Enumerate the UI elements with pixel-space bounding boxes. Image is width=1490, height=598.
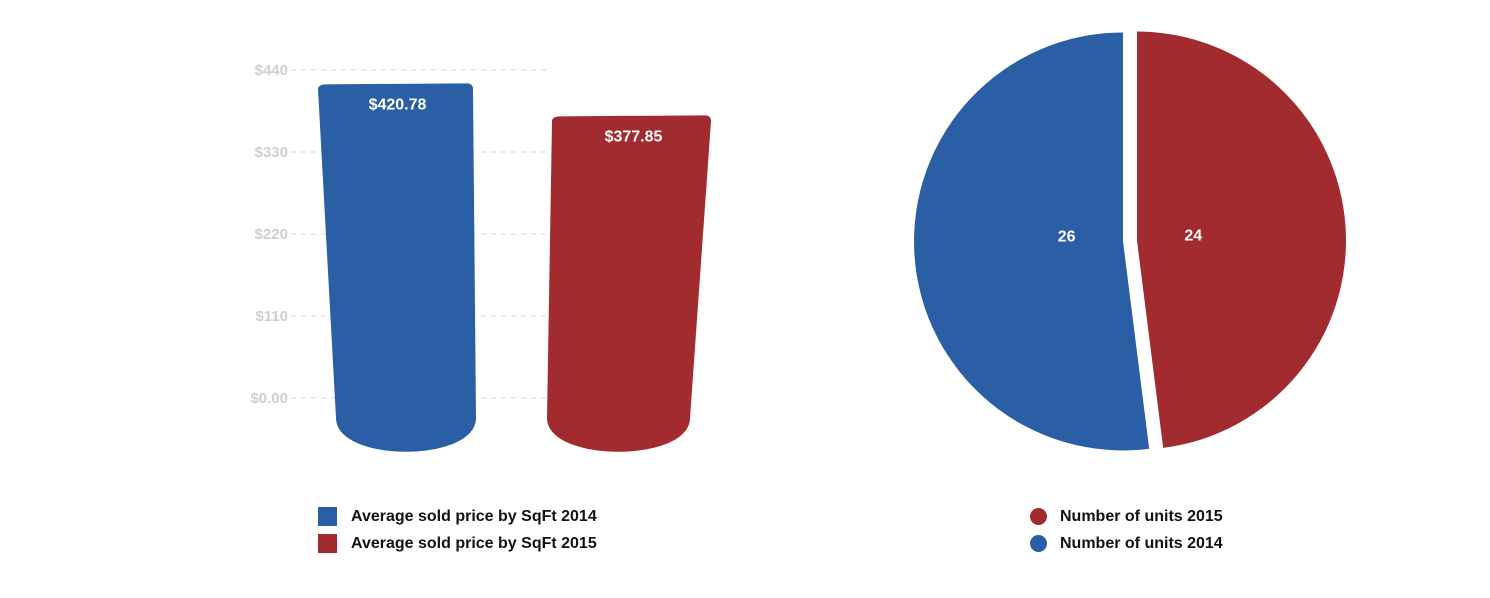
bar-y-axis: $0.00 $110 $220 $330 $440 (250, 62, 288, 407)
legend-swatch-blue (318, 507, 337, 526)
y-tick-label: $220 (255, 226, 288, 243)
bar-legend-item-2015: Average sold price by SqFt 2015 (318, 530, 597, 557)
bar-data-label: $377.85 (605, 128, 663, 145)
legend-label: Number of units 2014 (1060, 534, 1223, 552)
bar-legend-item-2014: Average sold price by SqFt 2014 (318, 503, 597, 530)
pie-slices: 24 26 (914, 31, 1346, 451)
y-tick-label: $330 (255, 144, 288, 161)
pie-legend-item-2015: Number of units 2015 (1030, 503, 1223, 530)
pie-chart: 24 26 (914, 31, 1346, 451)
bar-series: $420.78 $377.85 (318, 83, 711, 452)
y-tick-label: $440 (255, 62, 288, 79)
pie-legend: Number of units 2015 Number of units 201… (1030, 503, 1223, 557)
legend-swatch-red (318, 534, 337, 553)
bar-data-label: $420.78 (369, 96, 427, 113)
legend-label: Average sold price by SqFt 2015 (351, 534, 597, 552)
legend-label: Average sold price by SqFt 2014 (351, 507, 597, 525)
legend-swatch-blue (1030, 535, 1047, 552)
legend-swatch-red (1030, 508, 1047, 525)
y-tick-label: $110 (255, 308, 288, 325)
bar-2014 (318, 83, 476, 452)
pie-data-label: 24 (1184, 227, 1202, 244)
pie-legend-item-2014: Number of units 2014 (1030, 530, 1223, 557)
bar-2015 (547, 115, 711, 452)
legend-label: Number of units 2015 (1060, 507, 1223, 525)
bar-chart: $0.00 $110 $220 $330 $440 $420.78 $377.85 (250, 62, 711, 452)
bar-legend: Average sold price by SqFt 2014 Average … (318, 503, 597, 557)
y-tick-label: $0.00 (250, 390, 288, 407)
pie-data-label: 26 (1058, 229, 1076, 246)
pie-slice-2014 (914, 32, 1150, 451)
pie-slice-2015 (1136, 31, 1346, 448)
